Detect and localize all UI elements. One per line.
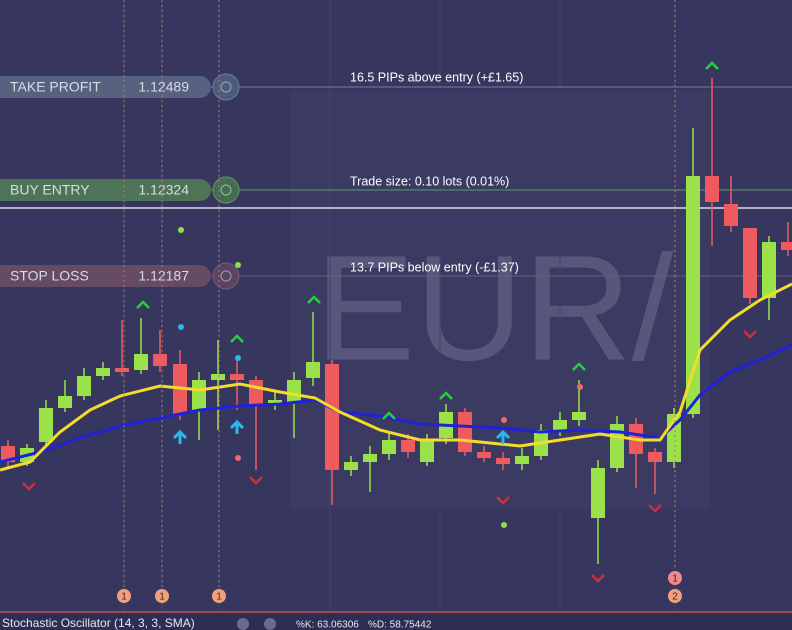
buy-signal <box>382 411 396 420</box>
sell-signal <box>496 496 510 505</box>
candle-body <box>230 374 244 380</box>
sell-signal <box>249 476 263 485</box>
event-markers: 1 1 1 1 2 <box>117 0 682 603</box>
candle-body <box>77 376 91 396</box>
candle-body <box>344 462 358 470</box>
signal-dot <box>235 355 241 361</box>
sell-signal <box>648 504 662 513</box>
event-marker-label: 1 <box>121 592 127 603</box>
candle-body <box>686 176 700 414</box>
event-marker[interactable] <box>668 571 682 585</box>
candle-body <box>477 452 491 458</box>
handle-icon <box>220 184 232 196</box>
buy-signal <box>136 300 150 309</box>
entry-box[interactable] <box>0 179 211 201</box>
buy-signal <box>439 391 453 400</box>
candle-body <box>211 374 225 380</box>
signal-dot <box>501 522 507 528</box>
level-note: 13.7 PIPs below entry (-£1.37) <box>350 260 519 274</box>
candle-body <box>458 412 472 452</box>
candle-body <box>743 228 757 298</box>
candle-body <box>287 380 301 402</box>
sell-signal <box>22 482 36 491</box>
sell-signal <box>743 330 757 339</box>
settings-icon[interactable] <box>237 618 249 630</box>
event-marker-label: 1 <box>216 592 222 603</box>
entry-handle[interactable] <box>212 176 240 204</box>
candle-body <box>401 440 415 452</box>
indicator-k: %K: 63.06306 <box>296 620 359 630</box>
signal-dot <box>577 384 583 390</box>
candle-body <box>382 440 396 454</box>
signal-dot <box>178 324 184 330</box>
candle-body <box>572 412 586 420</box>
event-marker[interactable] <box>117 589 131 603</box>
candle-body <box>648 452 662 462</box>
candle-body <box>781 242 792 250</box>
candle-body <box>134 354 148 370</box>
level-price: 1.12187 <box>138 268 189 284</box>
buy-signal <box>572 362 586 371</box>
candle-body <box>724 204 738 226</box>
cyan-arrow <box>229 419 245 434</box>
candle-body <box>96 368 110 376</box>
candle-body <box>762 242 776 298</box>
level-label: STOP LOSS <box>10 268 89 284</box>
buy-signal <box>705 61 719 70</box>
candle-body <box>591 468 605 518</box>
settings-icon[interactable] <box>264 618 276 630</box>
signal-dot <box>501 417 507 423</box>
signal-dot <box>235 455 241 461</box>
candle-body <box>515 456 529 464</box>
cyan-arrow <box>495 429 511 444</box>
signals <box>22 61 757 583</box>
indicator-name: Stochastic Oscillator (14, 3, 3, SMA) <box>2 616 195 630</box>
candle-body <box>58 396 72 408</box>
candle-body <box>115 368 129 372</box>
signal-dot <box>235 262 241 268</box>
event-marker[interactable] <box>155 589 169 603</box>
candle-body <box>325 364 339 470</box>
stop-loss-box[interactable] <box>0 265 211 287</box>
take-profit-handle[interactable] <box>212 73 240 101</box>
slow-moving-average <box>0 343 792 464</box>
indicator-bar <box>0 612 792 630</box>
level-price: 1.12324 <box>138 182 189 198</box>
level-price: 1.12489 <box>138 79 189 95</box>
cyan-arrow <box>172 429 188 444</box>
level-note: 16.5 PIPs above entry (+£1.65) <box>350 70 523 84</box>
stop-loss-handle[interactable] <box>212 262 240 290</box>
fast-moving-average <box>0 282 792 472</box>
candle-body <box>705 176 719 202</box>
watermark: EUR/ <box>315 224 674 392</box>
signal-dot <box>178 227 184 233</box>
level-note: Trade size: 0.10 lots (0.01%) <box>350 174 509 188</box>
event-marker-label: 2 <box>672 592 678 603</box>
event-marker[interactable] <box>668 589 682 603</box>
handle-icon <box>220 81 232 93</box>
candle-body <box>192 380 206 410</box>
buy-signal <box>230 334 244 343</box>
candle-body <box>268 400 282 404</box>
candle-body <box>496 458 510 464</box>
candle-body <box>39 408 53 442</box>
buy-signal <box>307 295 321 304</box>
event-marker[interactable] <box>212 589 226 603</box>
sell-signal <box>591 574 605 583</box>
candle-body <box>153 354 167 366</box>
handle-icon <box>220 270 232 282</box>
price-levels: TAKE PROFIT 1.12489 16.5 PIPs above entr… <box>0 70 792 290</box>
level-label: TAKE PROFIT <box>10 79 101 95</box>
indicator-d: %D: 58.75442 <box>368 620 432 630</box>
candle-body <box>363 454 377 462</box>
candle-body <box>306 362 320 378</box>
event-marker-label: 1 <box>159 592 165 603</box>
level-label: BUY ENTRY <box>10 182 90 198</box>
candle-body <box>553 420 567 430</box>
event-marker-label: 1 <box>672 574 678 585</box>
take-profit-box[interactable] <box>0 76 211 98</box>
candle-body <box>249 380 263 404</box>
candle-body <box>420 440 434 462</box>
